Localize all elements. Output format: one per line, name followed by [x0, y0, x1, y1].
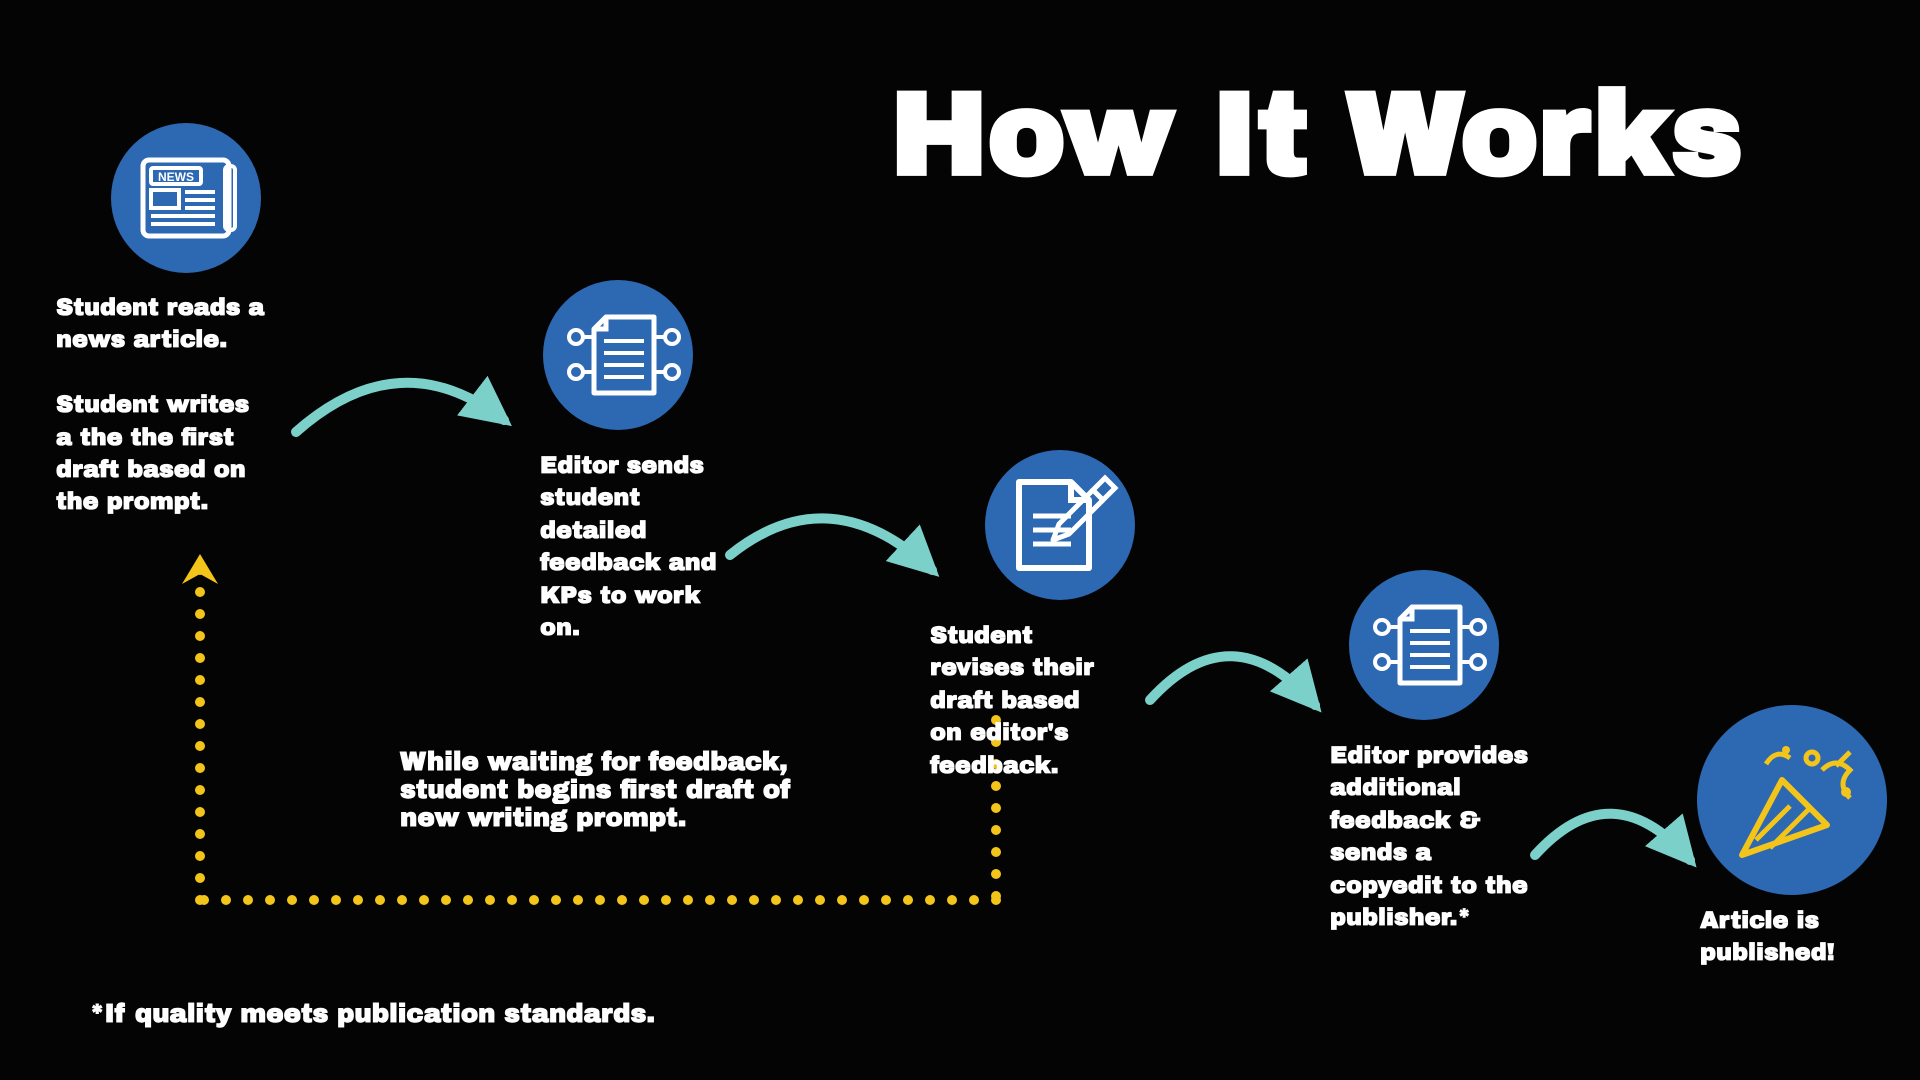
- footnote: *If quality meets publication standards.: [90, 1000, 655, 1028]
- svg-layer: NEWS: [0, 0, 1920, 1080]
- loop-arrowhead: [182, 554, 218, 584]
- svg-text:NEWS: NEWS: [158, 170, 194, 184]
- diagram-stage: How It Works NEWS Student reads anews ar…: [0, 0, 1920, 1080]
- step-1-read-circle: NEWS: [111, 123, 261, 273]
- step-3-revise-circle: [985, 450, 1135, 600]
- arrow-1-2-arrow: [296, 383, 504, 432]
- loop-text: While waiting for feedback,student begin…: [400, 748, 790, 832]
- step-2-text: Editor sendsstudentdetailedfeedback andK…: [540, 450, 800, 644]
- step-4-text: Editor providesadditionalfeedback &sends…: [1330, 740, 1600, 934]
- step-2-editor-feedback-circle: [543, 280, 693, 430]
- step-4-copyedit-circle: [1349, 570, 1499, 720]
- step-5-text: Article ispublished!: [1700, 905, 1920, 970]
- step-5-publish-circle: [1697, 705, 1887, 895]
- step-3-text: Studentrevises theirdraft basedon editor…: [930, 620, 1180, 782]
- step-1-text: Student reads anews article.Student writ…: [56, 292, 316, 519]
